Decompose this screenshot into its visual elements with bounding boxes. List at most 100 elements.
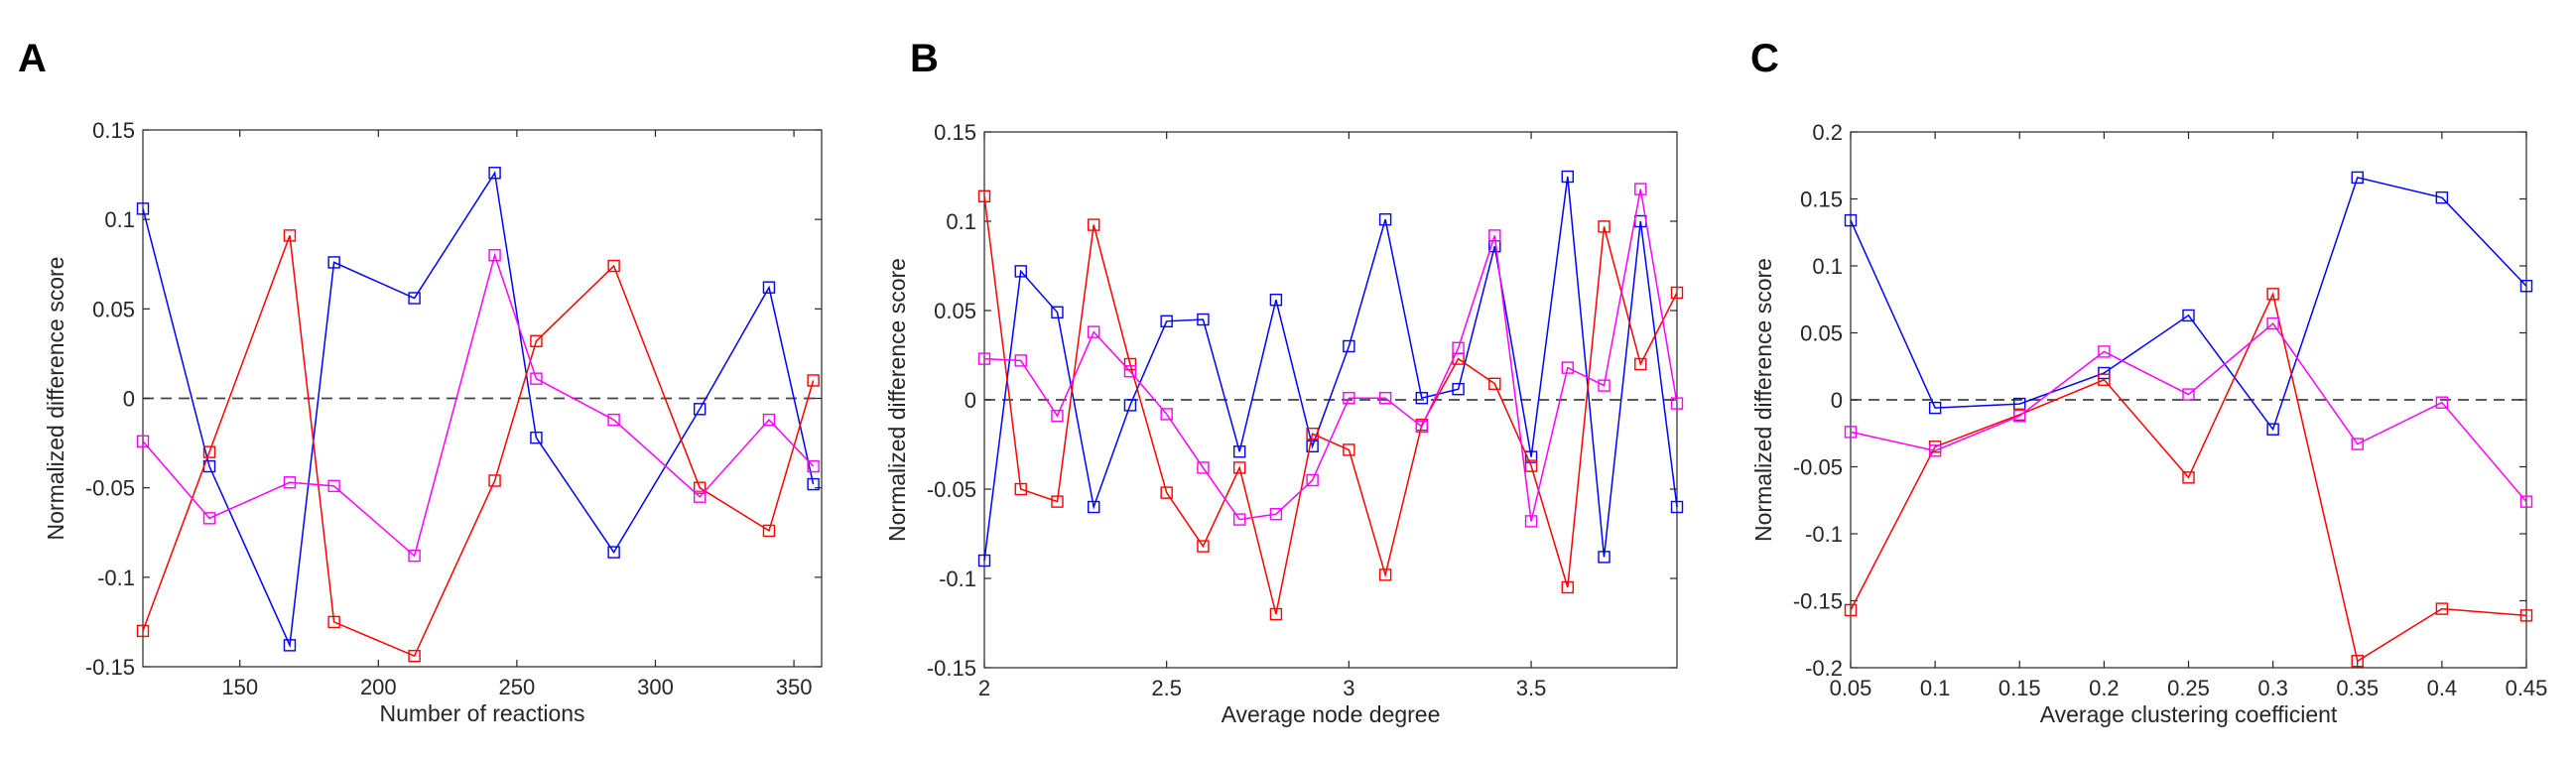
x-axis-label: Number of reactions xyxy=(379,700,584,726)
x-tick-label: 0.15 xyxy=(1998,676,2041,700)
data-point-marker xyxy=(2435,190,2449,204)
data-point-marker xyxy=(2351,171,2364,185)
series-line xyxy=(983,195,1678,615)
data-point-marker xyxy=(1343,392,1355,405)
data-point-marker xyxy=(1634,357,1647,371)
data-point-marker xyxy=(1232,461,1246,474)
data-point-marker xyxy=(327,479,340,493)
data-point-marker xyxy=(807,374,820,387)
data-point-marker xyxy=(1844,213,1858,227)
panel-letter: C xyxy=(1750,37,1779,80)
data-point-marker xyxy=(136,624,150,638)
data-point-marker xyxy=(2182,471,2195,484)
y-tick-label: -0.15 xyxy=(85,655,135,680)
x-tick-label: 0.25 xyxy=(2167,676,2210,700)
data-point-marker xyxy=(1088,325,1100,338)
data-point-marker xyxy=(1051,495,1064,508)
data-point-marker xyxy=(1488,377,1501,390)
data-point-marker xyxy=(2266,288,2279,301)
series-line xyxy=(983,189,1678,522)
data-point-marker xyxy=(762,524,776,538)
data-point-marker xyxy=(1598,379,1610,392)
data-point-marker xyxy=(1378,568,1392,581)
data-point-marker xyxy=(1160,315,1173,327)
data-point-marker xyxy=(488,249,501,262)
data-point-marker xyxy=(1160,486,1173,499)
data-point-marker xyxy=(2266,423,2279,436)
data-point-marker xyxy=(1014,482,1027,496)
data-point-marker xyxy=(1160,408,1173,421)
y-tick-label: -0.15 xyxy=(927,656,976,681)
series-2 xyxy=(977,183,1684,528)
series-2 xyxy=(1844,316,2533,508)
data-point-marker xyxy=(1524,515,1538,528)
data-point-marker xyxy=(1634,183,1647,195)
data-point-marker xyxy=(202,445,216,458)
data-point-marker xyxy=(2266,316,2279,330)
data-point-marker xyxy=(408,649,421,663)
data-point-marker xyxy=(1232,513,1246,526)
panel-b: B 2 2.5 3 3.5 -0.15 -0.1 -0.05 0 0.05 0.1 0.15 Avera… xyxy=(884,37,1684,727)
data-point-marker xyxy=(2351,438,2364,450)
y-tick-label: 0.05 xyxy=(1800,321,1843,346)
y-tick-label: -0.1 xyxy=(939,567,976,591)
series-0 xyxy=(136,167,820,652)
data-point-marker xyxy=(2519,609,2533,622)
data-point-marker xyxy=(1088,500,1100,514)
data-point-marker xyxy=(1269,294,1283,307)
data-point-marker xyxy=(408,549,421,563)
data-point-marker xyxy=(1524,450,1538,463)
x-tick-label: 2.5 xyxy=(1151,676,1182,700)
data-point-marker xyxy=(1306,473,1319,487)
data-point-marker xyxy=(1343,443,1355,456)
data-point-marker xyxy=(607,259,620,273)
x-axis-label: Average node degree xyxy=(1222,701,1441,727)
data-point-marker xyxy=(1928,401,1942,415)
data-point-marker xyxy=(2182,309,2195,322)
data-point-marker xyxy=(283,639,297,652)
y-tick-label: 0 xyxy=(1831,388,1843,413)
y-axis-label: Normalized difference score xyxy=(884,258,910,542)
y-axis-label: Normalized difference score xyxy=(1750,258,1776,542)
data-point-marker xyxy=(1452,383,1465,396)
data-point-marker xyxy=(977,352,991,365)
data-point-marker xyxy=(2182,388,2195,401)
x-tick-label: 200 xyxy=(360,675,397,699)
series-0 xyxy=(977,170,1684,568)
series-1 xyxy=(977,190,1684,621)
data-point-marker xyxy=(408,292,421,305)
data-point-marker xyxy=(530,334,543,347)
data-point-marker xyxy=(1123,365,1137,378)
y-tick-label: 0.2 xyxy=(1812,120,1843,145)
y-tick-label: 0.1 xyxy=(104,207,135,232)
data-point-marker xyxy=(1844,426,1858,439)
data-point-marker xyxy=(2435,602,2449,615)
data-point-marker xyxy=(607,546,620,559)
data-point-marker xyxy=(1306,428,1319,441)
panel-a: A 150 200 250 300 350 -0.15 -0.1 -0.05 0 0.05 0.1 0.… xyxy=(18,37,823,726)
x-tick-label: 0.35 xyxy=(2336,676,2379,700)
data-point-marker xyxy=(136,202,150,215)
x-tick-label: 150 xyxy=(221,675,258,699)
y-tick-label: 0.1 xyxy=(1812,254,1843,279)
data-point-marker xyxy=(1928,444,1942,457)
panel-letter: B xyxy=(910,37,939,80)
series-line xyxy=(142,171,815,649)
data-point-marker xyxy=(1123,399,1137,412)
data-point-marker xyxy=(1524,459,1538,472)
data-point-marker xyxy=(327,256,340,269)
data-point-marker xyxy=(1452,341,1465,354)
series-2 xyxy=(136,249,820,563)
y-tick-label: 0.05 xyxy=(934,299,976,323)
data-point-marker xyxy=(2435,396,2449,409)
data-point-marker xyxy=(1088,218,1100,231)
data-point-marker xyxy=(2098,345,2111,358)
series-1 xyxy=(136,229,820,663)
series-0 xyxy=(1844,171,2533,436)
data-point-marker xyxy=(1488,229,1501,242)
data-point-marker xyxy=(2519,280,2533,293)
y-tick-label: 0 xyxy=(965,388,976,413)
y-tick-label: 0.15 xyxy=(92,118,135,143)
y-tick-label: 0.05 xyxy=(92,297,135,321)
x-tick-label: 0.2 xyxy=(2089,676,2120,700)
